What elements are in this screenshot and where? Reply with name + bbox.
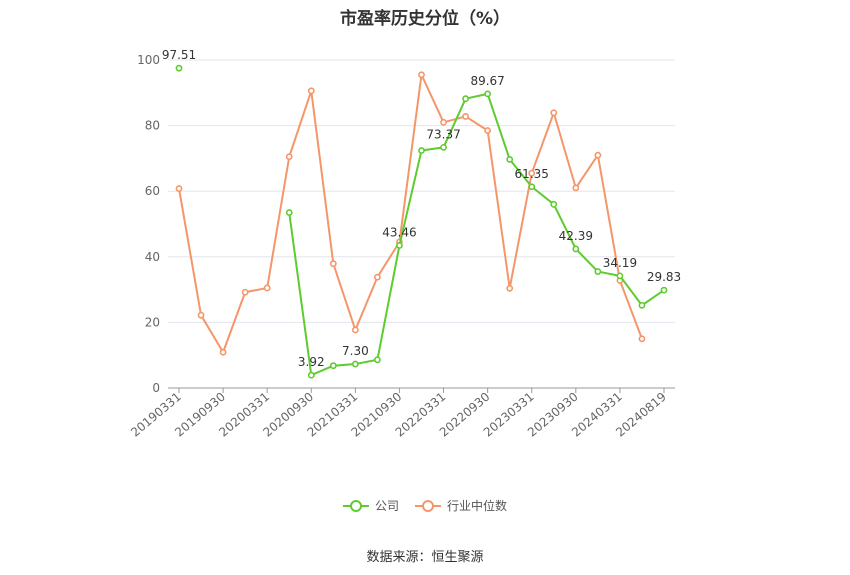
data-point-industry-median bbox=[506, 284, 514, 292]
data-label: 73.37 bbox=[426, 127, 460, 141]
y-tick-label: 80 bbox=[145, 119, 160, 133]
data-point-industry-median bbox=[374, 273, 381, 281]
data-label: 97.51 bbox=[162, 48, 196, 62]
data-point-company bbox=[307, 371, 315, 379]
data-label: 3.92 bbox=[298, 355, 325, 369]
y-tick-label: 0 bbox=[152, 381, 160, 395]
data-point-company bbox=[638, 301, 646, 309]
data-point-industry-median bbox=[263, 284, 271, 292]
legend-swatch-industry-median bbox=[415, 499, 441, 513]
series-line-industry-median bbox=[178, 73, 643, 354]
legend-item-company[interactable]: 公司 bbox=[342, 497, 399, 514]
data-point-company bbox=[285, 209, 293, 216]
data-point-company bbox=[660, 286, 668, 294]
legend-label-company: 公司 bbox=[374, 499, 399, 513]
data-label: 89.67 bbox=[470, 74, 504, 88]
data-point-industry-median bbox=[440, 118, 447, 126]
data-label: 34.19 bbox=[603, 256, 637, 270]
data-point-industry-median bbox=[329, 260, 337, 268]
data-point-company bbox=[418, 147, 425, 154]
data-point-company bbox=[329, 362, 337, 370]
data-point-industry-median bbox=[241, 288, 249, 296]
data-point-industry-median bbox=[572, 184, 580, 192]
data-point-industry-median bbox=[594, 151, 602, 159]
data-point-company bbox=[550, 200, 558, 208]
y-tick-label: 100 bbox=[137, 53, 160, 67]
data-label: 7.30 bbox=[342, 344, 369, 358]
data-point-industry-median bbox=[307, 87, 315, 95]
data-point-company bbox=[528, 183, 536, 191]
data-point-industry-median bbox=[285, 153, 293, 161]
data-point-industry-median bbox=[197, 311, 205, 319]
data-label: 43.46 bbox=[382, 225, 416, 239]
data-point-company bbox=[484, 90, 492, 98]
data-point-company bbox=[440, 143, 447, 151]
line-chart: 0 20 40 60 80 100 201903312019093020200331202… bbox=[128, 48, 681, 440]
data-label: 29.83 bbox=[647, 270, 681, 284]
x-axis: 2019033120190930202003312020093020210331… bbox=[128, 387, 675, 440]
data-labels: 97.51 3.92 7.30 43.46 73.37 89.67 61.35 42.39 34… bbox=[162, 48, 681, 369]
data-point-industry-median bbox=[528, 169, 536, 177]
data-point-company bbox=[462, 95, 469, 103]
data-point-company bbox=[616, 272, 624, 280]
series-line-company bbox=[288, 92, 665, 377]
data-point-industry-median bbox=[484, 127, 492, 134]
legend-label-industry-median: 行业中位数 bbox=[447, 499, 508, 513]
data-point-industry-median bbox=[351, 326, 359, 334]
grid bbox=[168, 59, 675, 323]
y-tick-label: 40 bbox=[145, 250, 160, 264]
data-point-industry-median bbox=[219, 348, 227, 356]
data-point-company bbox=[351, 360, 359, 368]
legend: 公司 行业中位数 bbox=[0, 497, 850, 514]
data-point-industry-median bbox=[418, 71, 425, 79]
data-point-industry-median bbox=[462, 113, 469, 120]
data-label: 61.35 bbox=[515, 167, 549, 181]
data-point-company bbox=[506, 155, 514, 163]
data-point-industry-median bbox=[550, 109, 558, 117]
data-point-company bbox=[374, 356, 381, 364]
data-point-industry-median bbox=[638, 335, 646, 343]
legend-item-industry-median[interactable]: 行业中位数 bbox=[415, 497, 507, 514]
series-layer bbox=[175, 64, 668, 379]
data-point-company bbox=[572, 245, 580, 253]
y-tick-label: 60 bbox=[145, 184, 160, 198]
data-point-company bbox=[396, 242, 403, 249]
source-note: 数据来源：恒生聚源 bbox=[366, 550, 484, 565]
data-point-industry-median bbox=[175, 185, 183, 192]
y-axis: 0 20 40 60 80 100 bbox=[137, 53, 160, 395]
y-tick-label: 20 bbox=[145, 315, 160, 329]
data-point-company bbox=[594, 268, 602, 275]
chart-title: 市盈率历史分位（%） bbox=[339, 9, 511, 29]
data-label: 42.39 bbox=[559, 229, 593, 243]
legend-swatch-company bbox=[342, 499, 369, 513]
data-point-company bbox=[175, 64, 183, 72]
